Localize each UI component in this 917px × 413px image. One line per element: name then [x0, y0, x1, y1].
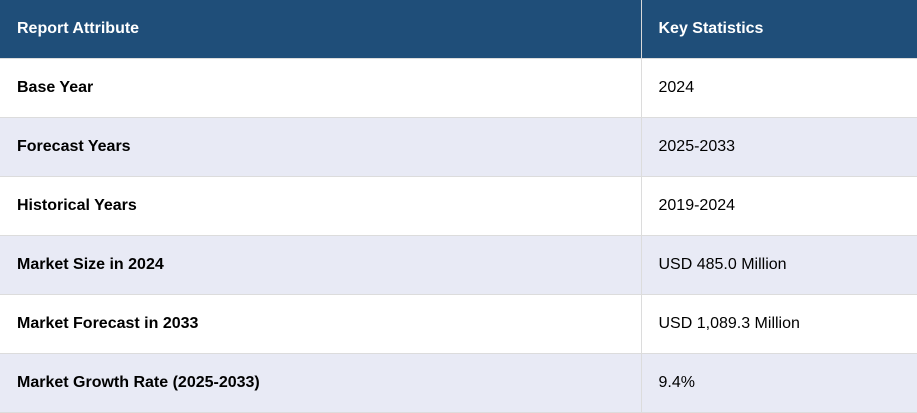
- row-value: 2024: [641, 58, 917, 118]
- table-row: Market Growth Rate (2025-2033) 9.4%: [0, 353, 917, 413]
- table-row: Historical Years 2019-2024: [0, 176, 917, 236]
- table-row: Market Forecast in 2033 USD 1,089.3 Mill…: [0, 294, 917, 354]
- row-attribute: Market Size in 2024: [0, 235, 642, 295]
- row-attribute: Base Year: [0, 58, 642, 118]
- table-row: Base Year 2024: [0, 58, 917, 118]
- row-attribute: Market Forecast in 2033: [0, 294, 642, 354]
- row-value: 2019-2024: [641, 176, 917, 236]
- row-attribute: Forecast Years: [0, 117, 642, 177]
- header-key-statistics: Key Statistics: [641, 0, 917, 59]
- table-header-row: Report Attribute Key Statistics: [0, 0, 917, 59]
- row-value: 2025-2033: [641, 117, 917, 177]
- row-value: USD 485.0 Million: [641, 235, 917, 295]
- table-row: Forecast Years 2025-2033: [0, 117, 917, 177]
- row-attribute: Market Growth Rate (2025-2033): [0, 353, 642, 413]
- header-report-attribute: Report Attribute: [0, 0, 642, 59]
- row-value: 9.4%: [641, 353, 917, 413]
- table-row: Market Size in 2024 USD 485.0 Million: [0, 235, 917, 295]
- row-attribute: Historical Years: [0, 176, 642, 236]
- row-value: USD 1,089.3 Million: [641, 294, 917, 354]
